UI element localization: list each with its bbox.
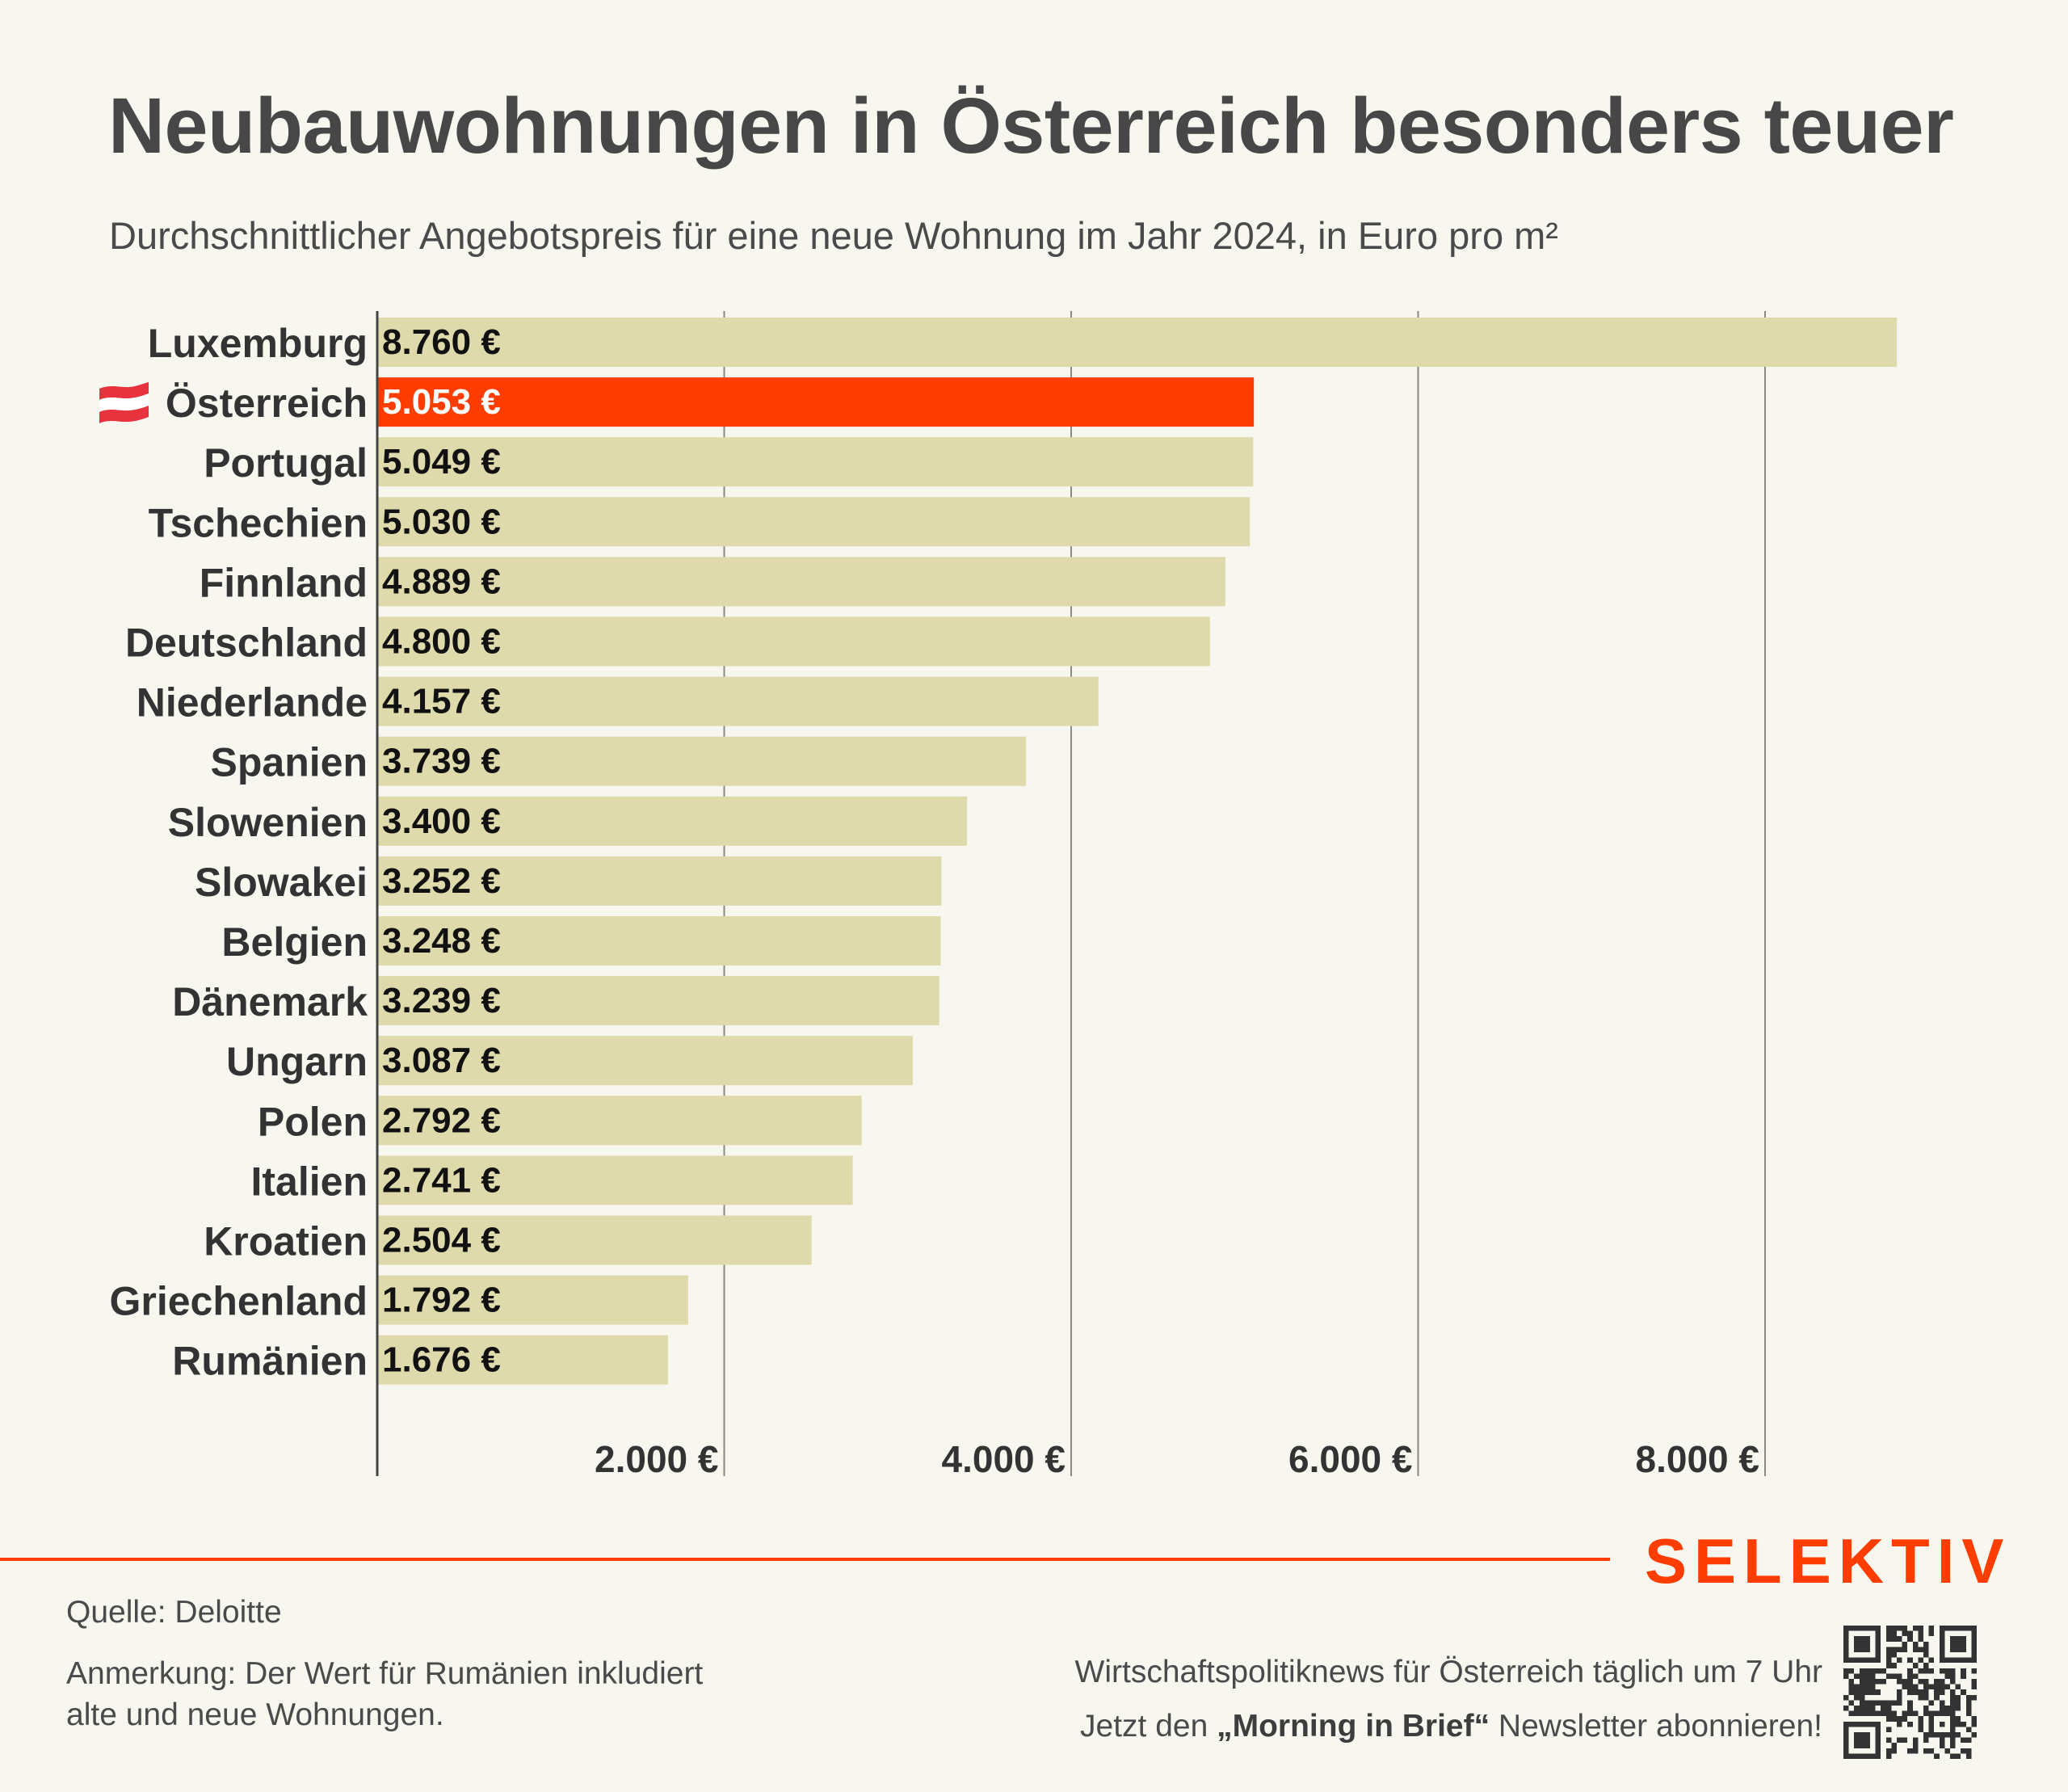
annotation-note: Anmerkung: Der Wert für Rumänien inkludi… bbox=[66, 1653, 874, 1735]
category-label: Niederlande bbox=[137, 680, 368, 726]
annotation-line-2: alte und neue Wohnungen. bbox=[66, 1697, 444, 1732]
bar-slowenien bbox=[377, 796, 968, 846]
category-label: Slowenien bbox=[168, 800, 368, 845]
category-label: Polen bbox=[258, 1099, 368, 1144]
category-label: Österreich bbox=[166, 381, 368, 426]
promo-prefix: Jetzt den bbox=[1080, 1709, 1217, 1744]
value-label: 4.800 € bbox=[382, 622, 501, 662]
x-tick-label: 2.000 € bbox=[595, 1438, 718, 1480]
newsletter-name[interactable]: „Morning in Brief“ bbox=[1217, 1709, 1490, 1744]
category-label: Dänemark bbox=[172, 979, 368, 1024]
bar-ungarn bbox=[377, 1036, 913, 1086]
chart-title: Neubauwohnungen in Österreich besonders … bbox=[108, 82, 1954, 170]
promo-suffix: Newsletter abonnieren! bbox=[1490, 1709, 1822, 1744]
annotation-line-1: Anmerkung: Der Wert für Rumänien inkludi… bbox=[66, 1656, 704, 1691]
bar-kroatien bbox=[377, 1215, 812, 1265]
value-labels: 8.760 € 5.053 € 5.049 € 5.030 € 4.889 € 4.800… bbox=[382, 322, 501, 1380]
category-label: Luxemburg bbox=[148, 321, 368, 366]
qr-code-icon[interactable] bbox=[1843, 1626, 1977, 1759]
category-label: Griechenland bbox=[109, 1279, 368, 1324]
value-label: 1.792 € bbox=[382, 1281, 501, 1320]
category-label: Italien bbox=[251, 1159, 368, 1204]
value-label: 4.889 € bbox=[382, 562, 501, 601]
value-label: 5.049 € bbox=[382, 442, 501, 482]
bar-portugal bbox=[377, 437, 1254, 487]
value-label: 3.087 € bbox=[382, 1041, 501, 1080]
value-label: 2.792 € bbox=[382, 1100, 501, 1140]
x-axis-ticks: 2.000 € 4.000 € 6.000 € 8.000 € bbox=[595, 1438, 1759, 1480]
bar-luxemburg bbox=[377, 318, 1898, 367]
bar-chart: Luxemburg Österreich Portugal Tschechien Fin… bbox=[99, 311, 1898, 1480]
bar-deutschland bbox=[377, 616, 1210, 667]
promo-line-1: Wirtschaftspolitiknews für Österreich tä… bbox=[1074, 1655, 1822, 1689]
value-label: 4.157 € bbox=[382, 682, 501, 721]
bar-niederlande bbox=[377, 676, 1099, 726]
bars bbox=[377, 318, 1898, 1385]
bar-slowakei bbox=[377, 856, 942, 906]
value-label: 3.252 € bbox=[382, 861, 501, 901]
x-tick-label: 4.000 € bbox=[942, 1438, 1066, 1480]
bar-dänemark bbox=[377, 976, 939, 1026]
value-label: 5.053 € bbox=[382, 382, 501, 422]
value-label: 2.741 € bbox=[382, 1160, 501, 1200]
value-label: 3.400 € bbox=[382, 801, 501, 841]
bar-polen bbox=[377, 1096, 862, 1146]
x-tick-label: 6.000 € bbox=[1288, 1438, 1412, 1480]
source-note: Quelle: Deloitte bbox=[66, 1595, 282, 1630]
bar-belgien bbox=[377, 916, 941, 965]
footer-divider bbox=[0, 1558, 1610, 1561]
value-label: 8.760 € bbox=[382, 322, 501, 362]
austria-flag-icon bbox=[99, 382, 149, 423]
chart-subtitle: Durchschnittlicher Angebotspreis für ein… bbox=[109, 214, 1558, 257]
newsletter-promo: Wirtschaftspolitiknews für Österreich tä… bbox=[1075, 1645, 1822, 1753]
category-label: Rumänien bbox=[172, 1339, 368, 1384]
category-labels: Luxemburg Österreich Portugal Tschechien Fin… bbox=[109, 321, 368, 1384]
bar-spanien bbox=[377, 736, 1026, 786]
category-label: Ungarn bbox=[226, 1039, 368, 1084]
value-label: 3.248 € bbox=[382, 921, 501, 961]
bar-österreich bbox=[377, 377, 1255, 427]
category-label: Tschechien bbox=[149, 500, 368, 545]
category-label: Spanien bbox=[211, 740, 368, 785]
category-label: Deutschland bbox=[125, 620, 368, 666]
bar-griechenland bbox=[377, 1275, 688, 1325]
value-label: 1.676 € bbox=[382, 1340, 501, 1380]
value-label: 3.739 € bbox=[382, 742, 501, 781]
bar-finnland bbox=[377, 557, 1225, 607]
category-label: Belgien bbox=[221, 919, 368, 965]
category-label: Finnland bbox=[200, 560, 368, 605]
bar-tschechien bbox=[377, 497, 1250, 547]
category-label: Kroatien bbox=[204, 1219, 368, 1264]
value-label: 2.504 € bbox=[382, 1221, 501, 1260]
category-label: Portugal bbox=[204, 440, 368, 486]
bar-rumänien bbox=[377, 1335, 668, 1385]
brand-logo: SELEKTIV bbox=[1645, 1525, 2011, 1596]
x-tick-label: 8.000 € bbox=[1636, 1438, 1759, 1480]
value-label: 3.239 € bbox=[382, 981, 501, 1020]
promo-line-2[interactable]: Jetzt den „Morning in Brief“ Newsletter … bbox=[1075, 1699, 1822, 1753]
bar-italien bbox=[377, 1155, 853, 1205]
category-label: Slowakei bbox=[195, 860, 368, 905]
value-label: 5.030 € bbox=[382, 502, 501, 541]
